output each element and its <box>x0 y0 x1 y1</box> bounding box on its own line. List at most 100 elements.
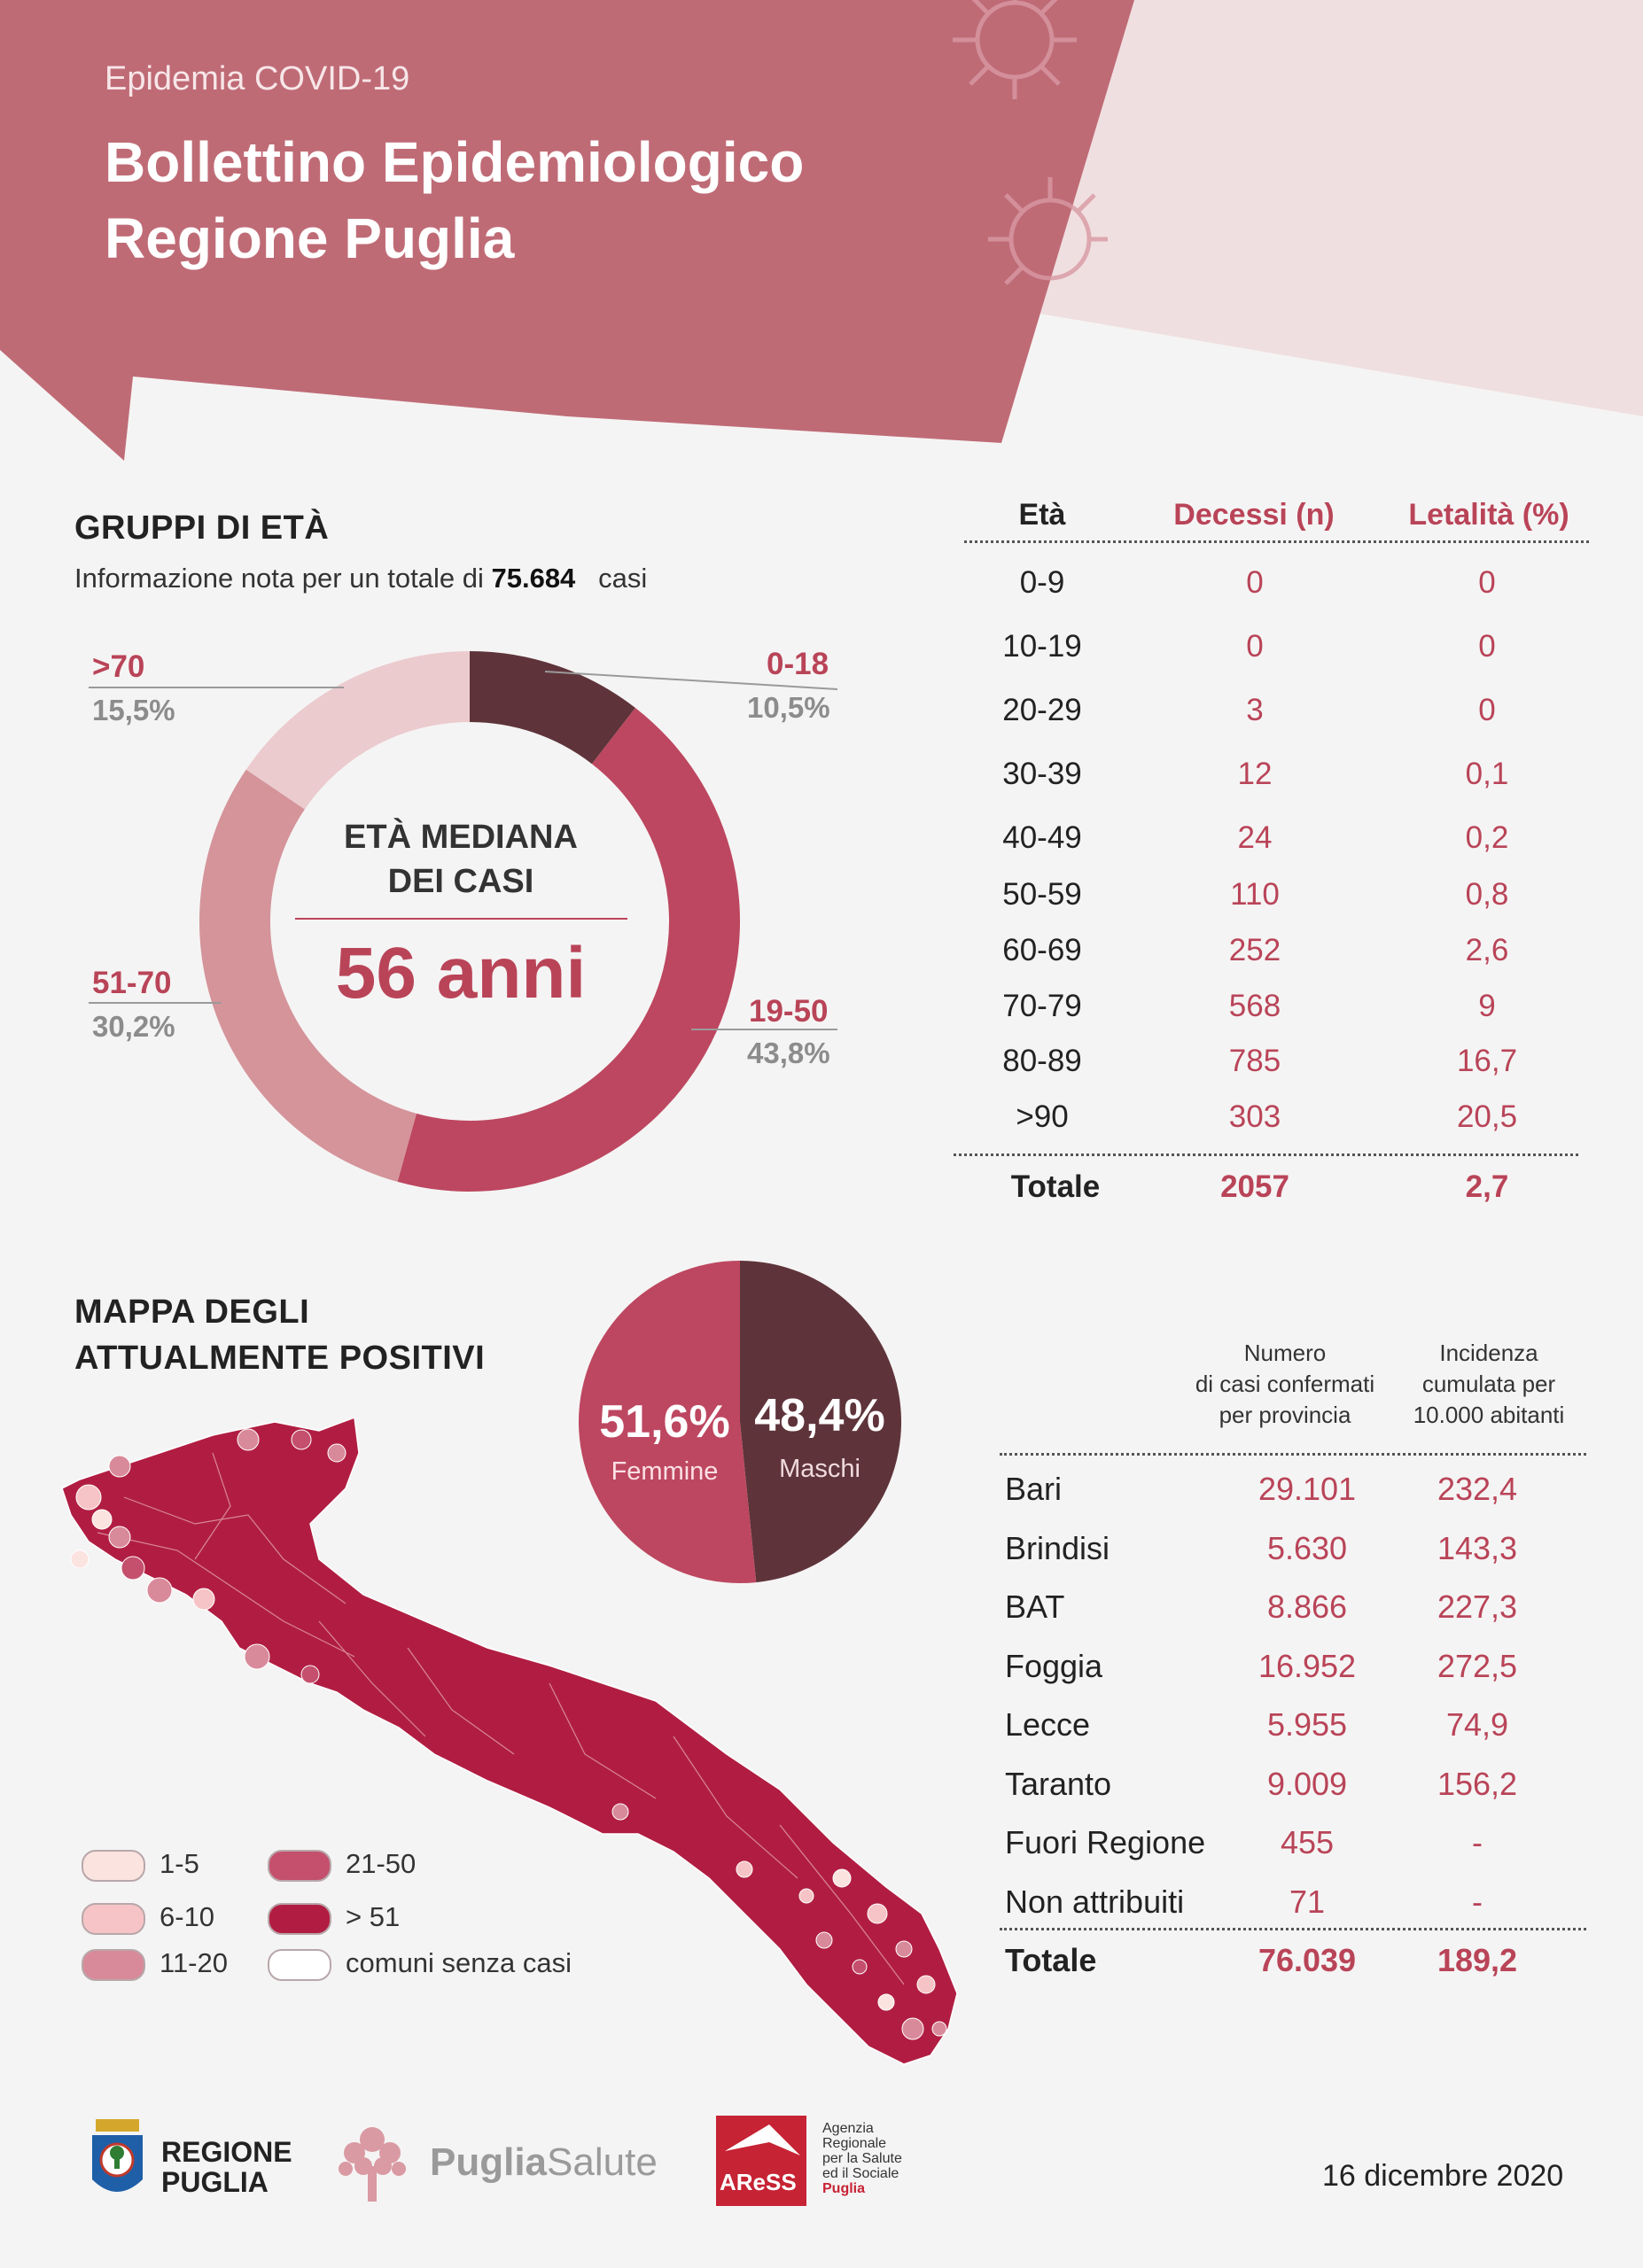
province-cases: 8.866 <box>1266 1588 1348 1625</box>
coat-of-arms-icon <box>92 2119 143 2192</box>
province-incidence: 272,5 <box>1437 1647 1518 1684</box>
header-background <box>0 0 1643 461</box>
deaths-row-lethality: 16,7 <box>1456 1044 1518 1078</box>
aress-logo: AReSS Agenzia Regionale per la Salute ed… <box>716 2116 902 2206</box>
province-cases: 16.952 <box>1258 1647 1357 1684</box>
deaths-row-deaths: 0 <box>1246 629 1264 664</box>
province-cases: 71 <box>1289 1883 1326 1920</box>
province-name: Bari <box>1005 1471 1063 1507</box>
province-name: Non attribuiti <box>1005 1883 1185 1920</box>
deaths-row-age: >90 <box>1016 1099 1069 1134</box>
deaths-row-age: 10-19 <box>1002 629 1082 664</box>
province-name: BAT <box>1005 1588 1065 1625</box>
aress-badge-text: AReSS <box>720 2169 797 2195</box>
page-title-line1: Bollettino Epidemiologico <box>105 130 805 194</box>
deaths-total-value: 2057 <box>1220 1169 1289 1204</box>
sex-slice-femmine <box>578 1261 757 1583</box>
label-over-70: >70 <box>92 649 145 684</box>
deaths-row-deaths: 0 <box>1246 565 1264 600</box>
deaths-row-age: 30-39 <box>1002 757 1082 791</box>
legend-label: 1-5 <box>160 1848 199 1879</box>
deaths-row-deaths: 252 <box>1228 933 1281 967</box>
deaths-header-age: Età <box>1018 498 1066 532</box>
donut-slice-018 <box>470 651 635 765</box>
province-incidence: 143,3 <box>1437 1529 1518 1566</box>
virus-icon <box>953 0 1108 285</box>
median-divider <box>294 918 627 920</box>
deaths-row-age: 40-49 <box>1002 820 1082 855</box>
legend-label: 6-10 <box>160 1901 215 1932</box>
deaths-row-deaths: 24 <box>1237 820 1273 855</box>
male-label: Maschi <box>779 1455 860 1483</box>
logo2-a: Puglia <box>430 2140 548 2184</box>
deaths-row-age: 50-59 <box>1002 877 1082 912</box>
map-title: MAPPA DEGLI ATTUALMENTE POSITIVI <box>74 1289 485 1381</box>
deaths-row-age: 20-29 <box>1002 693 1082 727</box>
province-cases: 9.009 <box>1266 1765 1348 1802</box>
aress-badge: AReSS <box>716 2116 806 2206</box>
deaths-row-deaths: 12 <box>1237 757 1273 791</box>
province-name: Taranto <box>1005 1765 1112 1802</box>
province-total-incidence: 189,2 <box>1437 1942 1518 1978</box>
median-age-box: ETÀ MEDIANA DEI CASI 56 anni <box>292 815 629 1015</box>
male-pct: 48,4% <box>754 1390 885 1441</box>
province-incidence: 227,3 <box>1437 1588 1518 1625</box>
deaths-row-lethality: 9 <box>1478 989 1496 1023</box>
col1-header-line1: Numero <box>1243 1340 1327 1366</box>
page-title: Bollettino Epidemiologico Regione Puglia <box>105 124 804 276</box>
col1-header-line3: per provincia <box>1219 1402 1351 1428</box>
aress-line2: Regionale <box>822 2136 887 2151</box>
aress-text: Agenzia Regionale per la Salute ed il So… <box>822 2121 902 2196</box>
info-suffix: casi <box>598 563 648 594</box>
age-groups-info: Informazione nota per un totale di 75.68… <box>74 563 647 594</box>
deaths-row-age: 70-79 <box>1002 989 1082 1023</box>
deaths-row-deaths: 110 <box>1230 877 1280 912</box>
deaths-row-deaths: 785 <box>1228 1044 1281 1078</box>
info-prefix: Informazione nota per un totale di <box>74 563 484 594</box>
province-total-label: Totale <box>1005 1942 1097 1978</box>
sex-slice-maschi <box>740 1261 901 1583</box>
deaths-row-age: 80-89 <box>1002 1044 1082 1078</box>
donut-slice-1950 <box>397 708 740 1192</box>
province-cases: 455 <box>1280 1824 1335 1860</box>
legend-swatch <box>82 1850 145 1882</box>
aress-line4: ed il Sociale <box>822 2166 899 2181</box>
regione-puglia-logo: REGIONE PUGLIA <box>89 2117 292 2210</box>
col2-header-line1: Incidenza <box>1439 1340 1538 1366</box>
bulletin-date: 16 dicembre 2020 <box>1322 2159 1564 2193</box>
province-name: Foggia <box>1005 1647 1103 1684</box>
province-name: Brindisi <box>1005 1529 1110 1566</box>
legend-swatch <box>268 1903 331 1935</box>
deaths-total-label: Totale <box>1010 1169 1101 1204</box>
col2-header-line3: 10.000 abitanti <box>1413 1402 1565 1428</box>
deaths-row-lethality: 20,5 <box>1456 1099 1518 1134</box>
logo1-line2: PUGLIA <box>161 2166 269 2198</box>
deaths-header-deaths: Decessi (n) <box>1173 498 1335 532</box>
median-label-2: DEI CASI <box>387 863 534 900</box>
deaths-row-deaths: 568 <box>1228 989 1281 1023</box>
aress-line3: per la Salute <box>822 2151 902 2166</box>
legend-swatch <box>268 1949 331 1981</box>
aress-line5: Puglia <box>822 2181 866 2196</box>
age-donut-chart <box>199 651 740 1192</box>
deaths-row-age: 0-9 <box>1019 565 1065 600</box>
legend-label: 21-50 <box>346 1848 417 1879</box>
col2-header-line2: cumulata per <box>1421 1371 1556 1397</box>
province-total-cases: 76.039 <box>1258 1942 1357 1978</box>
donut-slice-70 <box>245 651 470 810</box>
label-19-50: 19-50 <box>749 994 829 1029</box>
info-value: 75.684 <box>491 563 576 594</box>
logo1-line1: REGIONE <box>161 2136 292 2168</box>
pct-51-70: 30,2% <box>92 1010 175 1043</box>
province-incidence: - <box>1472 1883 1483 1920</box>
page-title-line2: Regione Puglia <box>105 206 515 270</box>
female-block: 51,6% Femmine <box>585 1395 744 1487</box>
puglia-salute-logo: PugliaSalute <box>328 2117 658 2210</box>
province-cases: 29.101 <box>1258 1471 1357 1507</box>
deaths-row-deaths: 3 <box>1246 693 1264 727</box>
province-incidence: 74,9 <box>1445 1706 1509 1743</box>
province-col1-header: Numero di casi confermati per provincia <box>1170 1338 1400 1431</box>
legend-label: 11-20 <box>160 1947 228 1978</box>
province-total-divider <box>1000 1928 1586 1930</box>
regione-puglia-text: REGIONE PUGLIA <box>161 2137 292 2197</box>
